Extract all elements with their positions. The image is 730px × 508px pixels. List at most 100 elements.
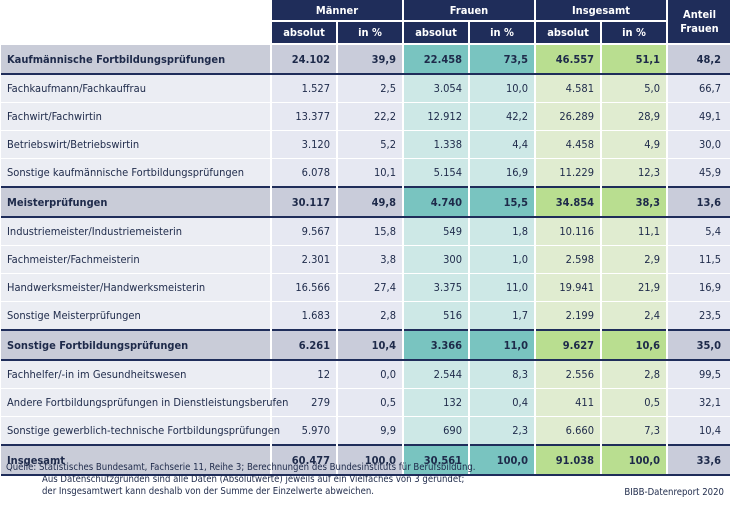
header-sub-percent: in % <box>336 21 403 45</box>
row-value: 10,4 <box>666 416 730 446</box>
header-sub-absolut: absolut <box>402 21 469 45</box>
row-value: 16,9 <box>666 273 730 302</box>
row-value: 22,2 <box>336 102 403 131</box>
row-value: 91.038 <box>534 444 601 476</box>
report-credit: BIBB-Datenreport 2020 <box>624 487 724 498</box>
row-value: 10.116 <box>534 217 601 246</box>
header-group-insgesamt: Insgesamt <box>534 0 667 22</box>
row-label: Fachkaufmann/Fachkauffrau <box>1 74 271 103</box>
row-value: 411 <box>534 388 601 417</box>
row-value: 99,5 <box>666 360 730 389</box>
row-label: Sonstige Fortbildungsprüfungen <box>1 329 271 361</box>
row-value: 3.375 <box>402 273 469 302</box>
row-value: 9,9 <box>336 416 403 446</box>
row-value: 5.970 <box>270 416 337 446</box>
row-value: 22.458 <box>402 43 469 75</box>
row-value: 4,9 <box>600 130 667 159</box>
row-value: 2,4 <box>600 301 667 331</box>
header-row-groups: Männer Frauen Insgesamt Anteil Frauen <box>0 0 730 45</box>
row-value: 6.078 <box>270 158 337 188</box>
row-value: 27,4 <box>336 273 403 302</box>
header-anteil-frauen: Anteil Frauen <box>666 0 730 45</box>
footnote-rounding: Aus Datenschutzgründen sind alle Daten (… <box>42 474 465 485</box>
row-value: 12.912 <box>402 102 469 131</box>
row-value: 0,5 <box>336 388 403 417</box>
row-value: 24.102 <box>270 43 337 75</box>
row-value: 9.567 <box>270 217 337 246</box>
header-sub-absolut: absolut <box>534 21 601 45</box>
row-value: 1.683 <box>270 301 337 331</box>
table-row: Sonstige gewerblich-technische Fortbildu… <box>1 416 730 446</box>
row-value: 2,5 <box>336 74 403 103</box>
row-value: 690 <box>402 416 469 446</box>
row-value: 48,2 <box>666 43 730 75</box>
row-value: 5.154 <box>402 158 469 188</box>
header-group-frauen: Frauen <box>402 0 535 22</box>
row-value: 10,0 <box>468 74 535 103</box>
table-group-row: Meisterprüfungen 30.117 49,8 4.740 15,5 34.85… <box>1 186 730 218</box>
table-row: Fachmeister/Fachmeisterin 2.301 3,8 300 1,0 2… <box>1 245 730 274</box>
header-anteil-line1: Anteil <box>683 7 716 21</box>
table-body: Kaufmännische Fortbildungsprüfungen 24.10… <box>1 43 730 476</box>
row-value: 1.338 <box>402 130 469 159</box>
row-value: 8,3 <box>468 360 535 389</box>
row-label: Meisterprüfungen <box>1 186 271 218</box>
row-value: 73,5 <box>468 43 535 75</box>
table-group-row: Kaufmännische Fortbildungsprüfungen 24.10… <box>1 43 730 75</box>
table-row: Sonstige Meisterprüfungen 1.683 2,8 516 1,7 2… <box>1 301 730 331</box>
row-value: 4,4 <box>468 130 535 159</box>
row-label: Sonstige kaufmännische Fortbildungsprüfu… <box>1 158 271 188</box>
row-value: 3.120 <box>270 130 337 159</box>
row-value: 2,8 <box>336 301 403 331</box>
row-value: 15,8 <box>336 217 403 246</box>
row-value: 2,9 <box>600 245 667 274</box>
row-label: Betriebswirt/Betriebswirtin <box>1 130 271 159</box>
footnote-source: Quelle: Statistisches Bundesamt, Fachser… <box>6 462 476 473</box>
row-value: 19.941 <box>534 273 601 302</box>
row-value: 4.458 <box>534 130 601 159</box>
row-value: 16,9 <box>468 158 535 188</box>
table-row: Fachhelfer/-in im Gesundheitswesen 12 0,0 2… <box>1 360 730 389</box>
header-row-sub: absolut in % absolut in % absolut in % <box>1 21 730 45</box>
row-value: 33,6 <box>666 444 730 476</box>
row-label: Industriemeister/Industriemeisterin <box>1 217 271 246</box>
row-value: 51,1 <box>600 43 667 75</box>
row-value: 1.527 <box>270 74 337 103</box>
table-row: Fachwirt/Fachwirtin 13.377 22,2 12.912 42,2 2… <box>1 102 730 131</box>
table-row: Betriebswirt/Betriebswirtin 3.120 5,2 1.338… <box>1 130 730 159</box>
row-value: 13.377 <box>270 102 337 131</box>
table-group-row: Insgesamt 60.477 100,0 30.561 100,0 91.038 100… <box>1 444 730 476</box>
row-value: 49,8 <box>336 186 403 218</box>
row-value: 2.544 <box>402 360 469 389</box>
row-value: 34.854 <box>534 186 601 218</box>
row-value: 10,4 <box>336 329 403 361</box>
row-value: 2,8 <box>600 360 667 389</box>
header-sub-percent: in % <box>600 21 667 45</box>
row-value: 28,9 <box>600 102 667 131</box>
row-value: 60.477 <box>270 444 337 476</box>
row-value: 132 <box>402 388 469 417</box>
row-value: 45,9 <box>666 158 730 188</box>
footnote-deviation: der Insgesamtwert kann deshalb von der S… <box>42 486 374 497</box>
row-value: 2,3 <box>468 416 535 446</box>
row-value: 100,0 <box>336 444 403 476</box>
row-value: 13,6 <box>666 186 730 218</box>
table-row: Andere Fortbildungsprüfungen in Dienstle… <box>1 388 730 417</box>
header-blank-cell <box>0 0 271 45</box>
row-value: 0,4 <box>468 388 535 417</box>
row-value: 9.627 <box>534 329 601 361</box>
row-value: 1,8 <box>468 217 535 246</box>
row-value: 23,5 <box>666 301 730 331</box>
row-value: 30.117 <box>270 186 337 218</box>
row-label: Andere Fortbildungsprüfungen in Dienstle… <box>1 388 288 417</box>
row-value: 0,0 <box>336 360 403 389</box>
row-value: 549 <box>402 217 469 246</box>
row-value: 32,1 <box>666 388 730 417</box>
row-value: 2.598 <box>534 245 601 274</box>
header-sub-absolut: absolut <box>270 21 337 45</box>
footnote: Quelle: Statistisches Bundesamt, Fachser… <box>6 462 724 498</box>
row-value: 3.366 <box>402 329 469 361</box>
row-value: 30,0 <box>666 130 730 159</box>
row-label: Sonstige Meisterprüfungen <box>1 301 271 331</box>
